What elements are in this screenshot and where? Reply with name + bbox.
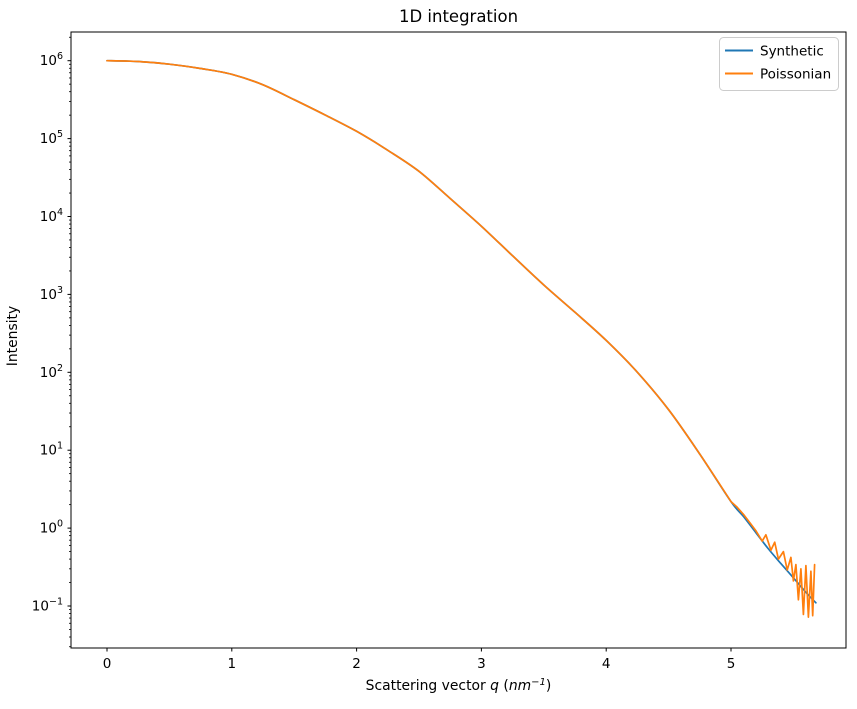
y-tick-label: 103 <box>40 285 63 303</box>
y-tick-label: 104 <box>40 207 63 225</box>
x-axis-label-close: ) <box>546 678 551 694</box>
poissonian-line <box>106 59 816 618</box>
x-tick-label: 5 <box>727 656 736 672</box>
y-tick-label: 101 <box>40 441 63 459</box>
x-axis-label-exponent: −1 <box>531 677 546 688</box>
x-axis-label-unit: nm <box>509 678 531 694</box>
x-tick-label: 2 <box>352 656 361 672</box>
x-tick-label: 4 <box>602 656 611 672</box>
plot-area-border <box>70 31 847 649</box>
x-axis-label-qvar: q <box>490 678 499 694</box>
x-tick-label: 3 <box>477 656 486 672</box>
synthetic-line <box>106 59 817 604</box>
legend-label-poissonian: Poissonian <box>760 67 831 83</box>
x-tick-label: 1 <box>228 656 237 672</box>
x-axis-label: Scattering vector q (nm−1) <box>366 677 552 694</box>
chart-title: 1D integration <box>399 7 518 26</box>
axes: 0 1 2 3 4 5 106 105 104 103 102 101 100 10−1 <box>32 31 847 672</box>
x-axis-label-open: ( <box>499 678 509 694</box>
y-tick-label: 100 <box>40 519 63 537</box>
y-tick-label: 102 <box>40 363 63 381</box>
y-tick-label: 106 <box>40 51 63 69</box>
series <box>106 59 817 618</box>
y-axis-label: Intensity <box>5 306 21 366</box>
y-tick-label: 105 <box>40 129 63 147</box>
legend: Synthetic Poissonian <box>719 37 839 91</box>
x-axis-label-prefix: Scattering vector <box>366 678 491 694</box>
legend-label-synthetic: Synthetic <box>760 44 824 60</box>
y-tick-label: 10−1 <box>32 597 63 615</box>
x-tick-label: 0 <box>103 656 112 672</box>
